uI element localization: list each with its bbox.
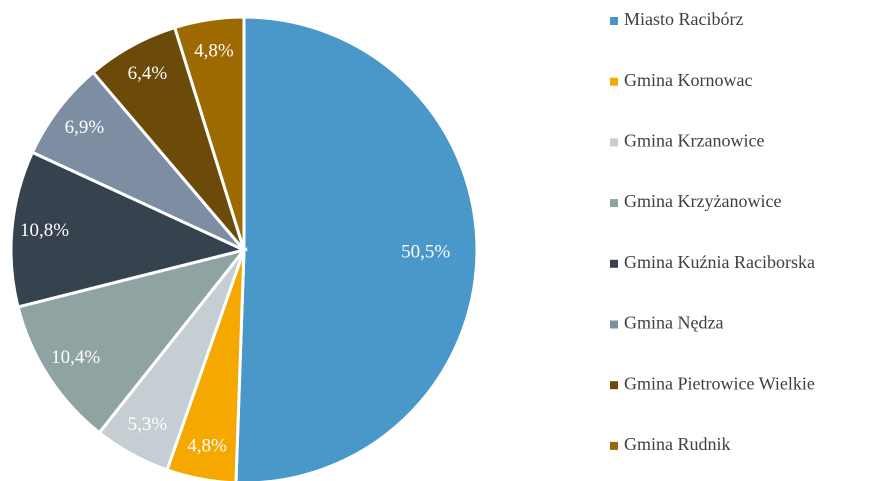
data-label: 4,8%: [187, 435, 227, 456]
legend-label: Gmina Krzanowice: [624, 131, 764, 151]
legend-label: Gmina Krzyżanowice: [624, 191, 781, 211]
legend-swatch: [610, 199, 618, 208]
pie-slice: [9, 150, 249, 309]
legend-swatch: [610, 138, 618, 147]
data-label: 10,8%: [20, 220, 69, 241]
data-label: 6,4%: [128, 63, 168, 84]
legend-label: Gmina Kuźnia Raciborska: [624, 252, 815, 272]
data-label: 10,4%: [51, 347, 100, 368]
legend-label: Miasto Racibórz: [624, 9, 743, 29]
legend-swatch: [610, 17, 618, 25]
pie-slice: [172, 15, 246, 251]
legend-swatch: [610, 441, 618, 450]
pie-slice: [234, 15, 479, 481]
legend-label: Gmina Kornowac: [624, 70, 752, 90]
legend-swatch: [610, 320, 618, 329]
legend-label: Gmina Rudnik: [624, 434, 731, 454]
legend-swatch: [610, 259, 618, 268]
data-label: 50,5%: [401, 242, 450, 263]
data-label: 6,9%: [65, 117, 105, 138]
data-label: 5,3%: [128, 414, 168, 435]
legend-label: Gmina Nędza: [624, 313, 723, 333]
legend-swatch: [610, 381, 618, 390]
legend-swatch: [610, 77, 618, 86]
data-label: 4,8%: [194, 40, 234, 61]
pie-slice: [16, 247, 248, 435]
legend-label: Gmina Pietrowice Wielkie: [624, 373, 815, 393]
